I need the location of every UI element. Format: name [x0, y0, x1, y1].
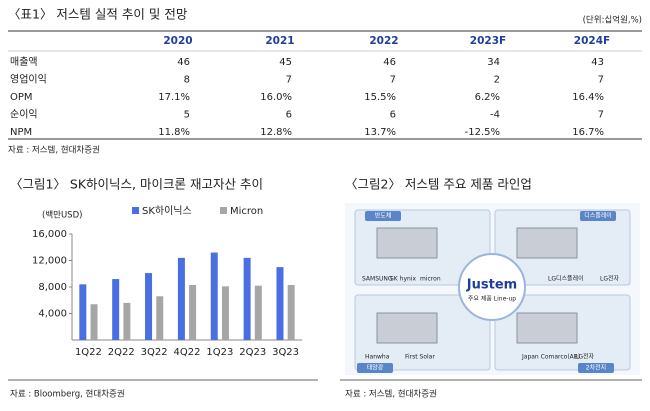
legend-label: SK하이닉스: [142, 204, 192, 217]
cell: 6.2%: [475, 92, 500, 103]
cell: -12.5%: [465, 127, 500, 138]
machine: [376, 312, 438, 344]
bar: [123, 302, 131, 340]
cell: 7: [598, 75, 604, 86]
cell: 7: [390, 75, 396, 86]
panel-tag: [580, 211, 616, 221]
client-logo: SK hynix: [390, 276, 416, 283]
figure-source: 자료 : 저스템, 현대차증권: [345, 389, 437, 400]
x-tick-label: 2Q22: [108, 347, 135, 358]
panel-tag-label: 태양광: [367, 364, 384, 372]
row-label: 순이익: [10, 109, 38, 121]
cell: 16.0%: [260, 92, 292, 103]
column-header: 2023F: [470, 35, 506, 47]
figure-title: 〈그림2〉 저스템 주요 제품 라인업: [345, 177, 532, 192]
cell: 17.1%: [158, 92, 190, 103]
bar: [276, 267, 284, 340]
chart-title: 〈그림1〉 SK하이닉스, 마이크론 재고자산 추이: [10, 177, 263, 192]
panel-tag-label: 디스플레이: [584, 212, 612, 220]
column-header: 2024F: [574, 35, 610, 47]
client-logo: LG디스플레이: [548, 275, 584, 283]
cell: 45: [279, 57, 292, 68]
cell: 6: [390, 110, 396, 121]
panel-tag: [365, 211, 401, 221]
bar: [79, 284, 87, 340]
bar: [221, 286, 229, 340]
client-logo: micron: [420, 276, 441, 283]
cell: 5: [184, 110, 190, 121]
legend-swatch: [220, 207, 227, 214]
y-tick-label: 16,000: [32, 229, 67, 240]
row-label: OPM: [10, 92, 33, 103]
x-tick-label: 3Q23: [272, 347, 299, 358]
cell: 8: [184, 75, 190, 86]
center-badge: [458, 253, 526, 321]
cell: 7: [598, 110, 604, 121]
column-header: 2022: [369, 35, 398, 47]
cell: 43: [591, 57, 604, 68]
cell: 16.7%: [572, 127, 604, 138]
x-tick-label: 3Q22: [141, 347, 168, 358]
row-label: NPM: [10, 127, 32, 138]
center-title: Justem: [466, 278, 517, 293]
client-logo: LG전자: [600, 275, 620, 283]
machine: [516, 227, 578, 259]
bar: [145, 273, 153, 340]
client-logo: Japan Comarco(AB): [521, 354, 580, 361]
y-tick-label: 8,000: [38, 282, 67, 293]
bar: [177, 257, 185, 340]
cell: 2: [494, 75, 500, 86]
cell: 12.8%: [260, 127, 292, 138]
bar: [189, 285, 197, 340]
panel-tag: [357, 363, 393, 373]
y-tick-label: 4,000: [38, 309, 67, 320]
cell: 46: [383, 57, 396, 68]
row-label: 영업이익: [10, 73, 47, 86]
bar: [90, 304, 98, 340]
x-tick-label: 2Q23: [239, 347, 266, 358]
bar: [112, 279, 120, 340]
y-tick-label: 12,000: [32, 256, 67, 267]
panel-tag: [578, 363, 614, 373]
cell: 34: [487, 57, 500, 68]
bar: [156, 296, 164, 340]
x-tick-label: 1Q22: [75, 347, 102, 358]
chart-source: 자료 : Bloomberg, 현대차증권: [10, 389, 125, 400]
table-title: 〈표1〉 저스템 실적 추이 및 전망: [8, 7, 188, 22]
cell: 6: [286, 110, 292, 121]
x-tick-label: 4Q22: [174, 347, 201, 358]
bar: [287, 285, 295, 340]
panel-tag-label: 반도체: [375, 212, 392, 220]
table-source: 자료 : 저스템, 현대차증권: [8, 145, 100, 156]
client-logo: First Solar: [405, 354, 435, 361]
cell: 15.5%: [364, 92, 396, 103]
panel-tag-label: 2차전지: [586, 364, 606, 372]
client-logo: LG전자: [575, 353, 595, 361]
legend-swatch: [132, 207, 139, 214]
client-logo: Hanwha: [365, 354, 390, 361]
y-label: (백만USD): [42, 210, 82, 221]
client-logo: SAMSUNG: [362, 276, 393, 283]
cell: -4: [490, 110, 500, 121]
cell: 7: [286, 75, 292, 86]
x-tick-label: 1Q23: [206, 347, 233, 358]
column-header: 2021: [265, 35, 294, 47]
cell: 16.4%: [572, 92, 604, 103]
cell: 13.7%: [364, 127, 396, 138]
machine: [376, 227, 438, 259]
cell: 46: [177, 57, 190, 68]
machine: [516, 312, 578, 344]
bar: [210, 252, 218, 340]
column-header: 2020: [163, 35, 192, 47]
row-label: 매출액: [10, 56, 38, 68]
center-sub: 주요 제품 Line-up: [468, 295, 516, 303]
bar: [243, 257, 251, 340]
bar: [254, 285, 262, 340]
table-unit: (단위:십억원,%): [583, 15, 642, 26]
legend-label: Micron: [230, 206, 263, 217]
cell: 11.8%: [158, 127, 190, 138]
